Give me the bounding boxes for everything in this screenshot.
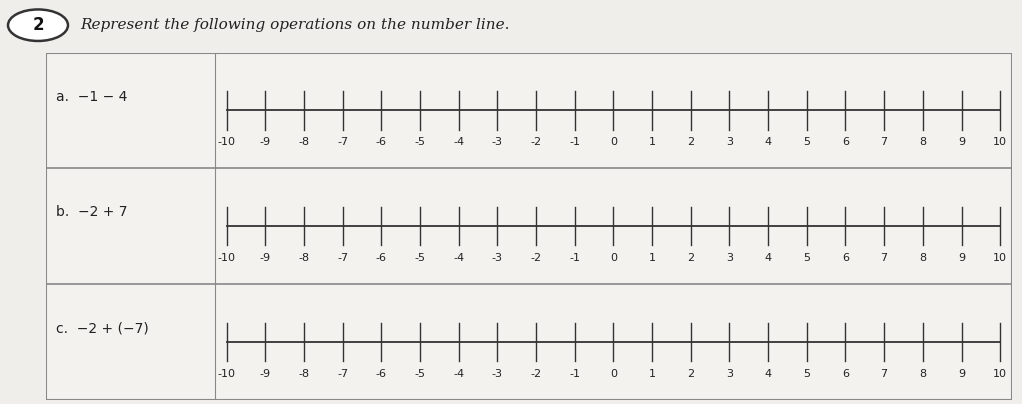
- Text: 1: 1: [649, 369, 655, 379]
- Text: 7: 7: [881, 137, 888, 147]
- Text: 2: 2: [687, 137, 694, 147]
- Text: -3: -3: [492, 137, 503, 147]
- Text: 2: 2: [32, 16, 44, 34]
- Text: b.  −2 + 7: b. −2 + 7: [55, 205, 127, 219]
- Text: 8: 8: [919, 369, 926, 379]
- Text: -7: -7: [337, 137, 349, 147]
- Text: 9: 9: [958, 369, 965, 379]
- Text: -6: -6: [376, 137, 386, 147]
- Text: 2: 2: [687, 369, 694, 379]
- Text: -5: -5: [415, 137, 425, 147]
- Text: 3: 3: [726, 137, 733, 147]
- Text: -5: -5: [415, 369, 425, 379]
- Text: 3: 3: [726, 253, 733, 263]
- Text: -7: -7: [337, 369, 349, 379]
- Text: 5: 5: [803, 137, 810, 147]
- Text: 0: 0: [610, 369, 617, 379]
- Text: -8: -8: [298, 369, 310, 379]
- Text: 2: 2: [687, 253, 694, 263]
- Text: -9: -9: [260, 369, 271, 379]
- Text: 0: 0: [610, 253, 617, 263]
- Text: -1: -1: [569, 369, 580, 379]
- Text: 0: 0: [610, 137, 617, 147]
- Text: 7: 7: [881, 253, 888, 263]
- Text: -2: -2: [530, 369, 542, 379]
- Text: 7: 7: [881, 369, 888, 379]
- Text: 8: 8: [919, 137, 926, 147]
- Text: -4: -4: [453, 253, 464, 263]
- Text: 6: 6: [842, 137, 849, 147]
- Text: 10: 10: [993, 253, 1008, 263]
- Text: Represent the following operations on the number line.: Represent the following operations on th…: [80, 18, 510, 32]
- Text: 4: 4: [764, 137, 772, 147]
- Text: -4: -4: [453, 137, 464, 147]
- Text: 8: 8: [919, 253, 926, 263]
- Text: 1: 1: [649, 137, 655, 147]
- Text: 10: 10: [993, 369, 1008, 379]
- Text: -8: -8: [298, 253, 310, 263]
- Text: 1: 1: [649, 253, 655, 263]
- Text: 9: 9: [958, 137, 965, 147]
- Text: -3: -3: [492, 369, 503, 379]
- Circle shape: [8, 9, 68, 41]
- Text: -7: -7: [337, 253, 349, 263]
- Text: -10: -10: [218, 253, 236, 263]
- Text: -3: -3: [492, 253, 503, 263]
- Text: -9: -9: [260, 253, 271, 263]
- Text: 6: 6: [842, 253, 849, 263]
- Text: a.  −1 − 4: a. −1 − 4: [55, 90, 127, 103]
- Text: -1: -1: [569, 253, 580, 263]
- Text: -10: -10: [218, 137, 236, 147]
- Text: -2: -2: [530, 137, 542, 147]
- Text: -6: -6: [376, 369, 386, 379]
- Text: -4: -4: [453, 369, 464, 379]
- Text: -6: -6: [376, 253, 386, 263]
- Text: 6: 6: [842, 369, 849, 379]
- Text: 4: 4: [764, 369, 772, 379]
- Text: 3: 3: [726, 369, 733, 379]
- Text: -8: -8: [298, 137, 310, 147]
- Text: 9: 9: [958, 253, 965, 263]
- Text: 5: 5: [803, 253, 810, 263]
- Text: -1: -1: [569, 137, 580, 147]
- Text: 4: 4: [764, 253, 772, 263]
- Text: -9: -9: [260, 137, 271, 147]
- Text: 10: 10: [993, 137, 1008, 147]
- Text: -2: -2: [530, 253, 542, 263]
- Text: -5: -5: [415, 253, 425, 263]
- Text: 5: 5: [803, 369, 810, 379]
- Text: -10: -10: [218, 369, 236, 379]
- Text: c.  −2 + (−7): c. −2 + (−7): [55, 321, 148, 335]
